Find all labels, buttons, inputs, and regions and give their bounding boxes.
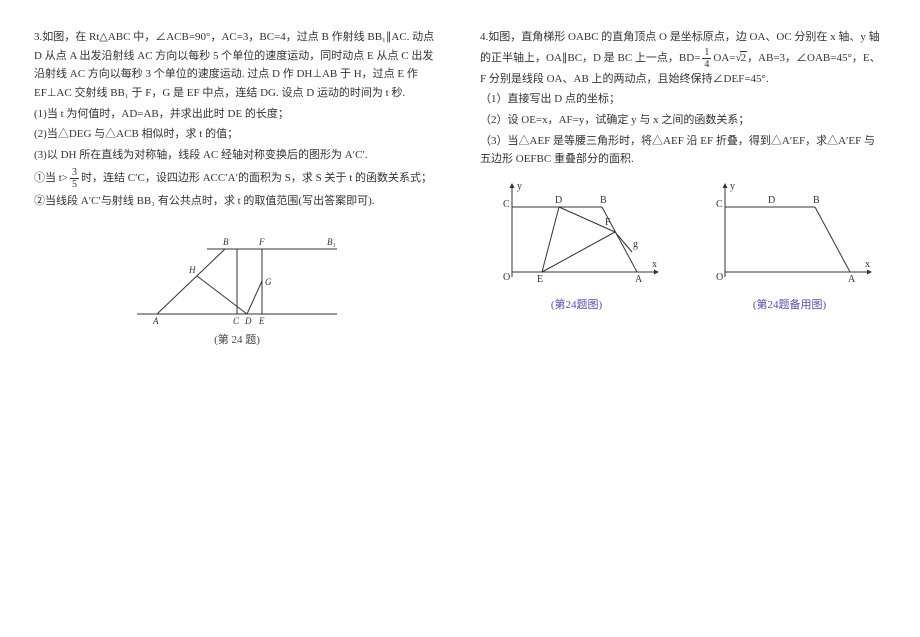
problem-3-q2: (2)当△DEG 与△ACB 相似时，求 t 的值； bbox=[34, 125, 440, 144]
figure-right2-svg: O A B C D x y bbox=[700, 177, 880, 292]
r2-label-x: x bbox=[865, 259, 870, 270]
problem-4-stem: 4.如图，直角梯形 OABC 的直角顶点 O 是坐标原点，边 OA、OC 分别在… bbox=[480, 28, 886, 88]
r1-label-O: O bbox=[503, 272, 510, 283]
r2-label-O: O bbox=[716, 272, 723, 283]
q3a-pre: ①当 t> bbox=[34, 172, 68, 184]
label-B: B bbox=[223, 237, 229, 247]
figure-24-right-1: O A B C D E F g x y (第24题图) bbox=[487, 177, 667, 315]
label-D: D bbox=[244, 316, 252, 326]
figure-24-left: A B C D E F G H B₁ (第 24 题) bbox=[127, 219, 347, 350]
q3a-post: 时，连结 C′C，设四边形 ACC′A′的面积为 S，求 S 关于 t 的函数关… bbox=[81, 172, 432, 184]
left-column: 3.如图，在 Rt△ABC 中，∠ACB=90°，AC=3，BC=4，过点 B … bbox=[24, 28, 460, 609]
label-E: E bbox=[258, 316, 265, 326]
figure-24-right-2: O A B C D x y (第24题备用图) bbox=[700, 177, 880, 315]
figure-right1-svg: O A B C D E F g x y bbox=[487, 177, 667, 292]
figure-left-caption: (第 24 题) bbox=[127, 331, 347, 350]
r2-label-A: A bbox=[848, 274, 856, 285]
r2-label-y: y bbox=[730, 181, 735, 192]
r2-label-C: C bbox=[716, 199, 723, 210]
label-C: C bbox=[233, 316, 240, 326]
r2-label-D: D bbox=[768, 195, 775, 206]
label-A: A bbox=[152, 316, 159, 326]
r1-label-B: B bbox=[600, 195, 607, 206]
r1-label-A: A bbox=[635, 274, 643, 285]
p4-mid: OA= bbox=[713, 52, 735, 64]
label-H: H bbox=[188, 265, 196, 275]
label-B1: B₁ bbox=[327, 237, 336, 247]
figure-left-wrap: A B C D E F G H B₁ (第 24 题) bbox=[34, 219, 440, 350]
r1-label-F: F bbox=[605, 217, 611, 228]
sqrt-2: 2 bbox=[736, 49, 748, 68]
figure-right-wrap: O A B C D E F g x y (第24题图) bbox=[480, 177, 886, 315]
problem-3-q3a: ①当 t>35时，连结 C′C，设四边形 ACC′A′的面积为 S，求 S 关于… bbox=[34, 167, 440, 190]
label-G: G bbox=[265, 277, 272, 287]
r1-label-D: D bbox=[555, 195, 562, 206]
r1-label-y: y bbox=[517, 181, 522, 192]
problem-3-q1: (1)当 t 为何值时，AD=AB，并求出此时 DE 的长度； bbox=[34, 105, 440, 124]
right-column: 4.如图，直角梯形 OABC 的直角顶点 O 是坐标原点，边 OA、OC 分别在… bbox=[460, 28, 896, 609]
r1-label-g: g bbox=[633, 239, 638, 250]
problem-3-stem: 3.如图，在 Rt△ABC 中，∠ACB=90°，AC=3，BC=4，过点 B … bbox=[34, 28, 440, 103]
r1-label-x: x bbox=[652, 259, 657, 270]
problem-4-q3: （3）当△AEF 是等腰三角形时，将△AEF 沿 EF 折叠，得到△A′EF，求… bbox=[480, 132, 886, 169]
figure-right2-caption: (第24题备用图) bbox=[700, 296, 880, 315]
fraction-3-5: 35 bbox=[70, 167, 79, 190]
r1-label-E: E bbox=[537, 274, 543, 285]
problem-3-q3: (3)以 DH 所在直线为对称轴，线段 AC 经轴对称变换后的图形为 A′C′. bbox=[34, 146, 440, 165]
r2-label-B: B bbox=[813, 195, 820, 206]
label-F: F bbox=[258, 237, 265, 247]
fraction-1-4: 14 bbox=[702, 47, 711, 70]
problem-4-q2: （2）设 OE=x，AF=y，试确定 y 与 x 之间的函数关系； bbox=[480, 111, 886, 130]
r1-label-C: C bbox=[503, 199, 510, 210]
problem-4-q1: （1）直接写出 D 点的坐标； bbox=[480, 90, 886, 109]
problem-3-q3b: ②当线段 A′C′与射线 BB₁ 有公共点时，求 t 的取值范围(写出答案即可)… bbox=[34, 192, 440, 211]
figure-right1-caption: (第24题图) bbox=[487, 296, 667, 315]
figure-left-svg: A B C D E F G H B₁ bbox=[127, 219, 347, 329]
